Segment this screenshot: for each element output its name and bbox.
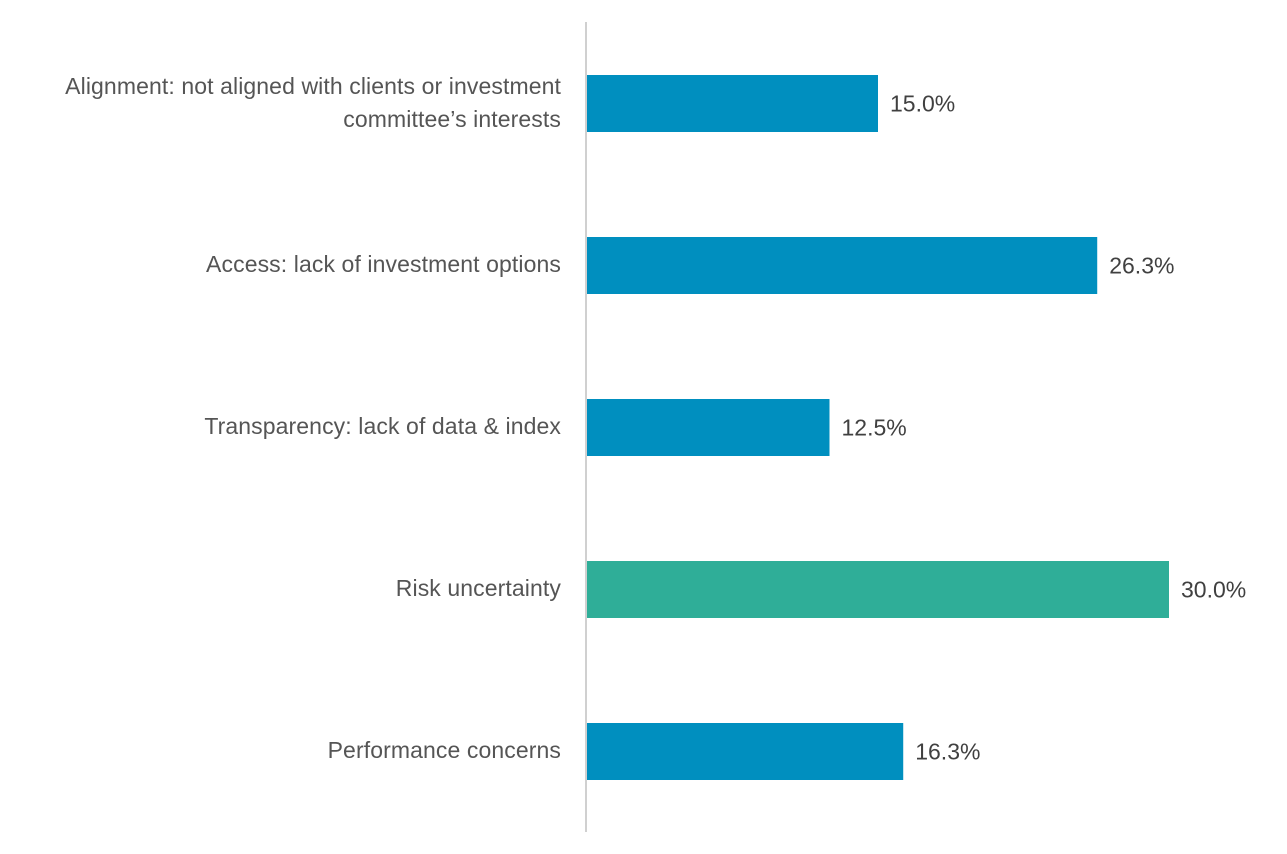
bar-1: [587, 75, 878, 132]
value-label-1: 15.0%: [890, 91, 955, 117]
value-label-3: 12.5%: [842, 415, 907, 441]
category-label-1: Alignment: not aligned with clients or i…: [65, 72, 561, 132]
category-label-4: Risk uncertainty: [395, 575, 561, 601]
category-label-5: Performance concerns: [327, 737, 561, 763]
value-label-2: 26.3%: [1109, 253, 1174, 279]
bar-3: [587, 399, 830, 456]
bar-5: [587, 723, 904, 780]
bar-4: [587, 561, 1169, 618]
bar-2: [587, 237, 1098, 294]
category-label-3: Transparency: lack of data & index: [204, 413, 561, 439]
category-label-2: Access: lack of investment options: [206, 251, 561, 277]
value-label-5: 16.3%: [915, 739, 980, 765]
value-label-4: 30.0%: [1181, 577, 1246, 603]
